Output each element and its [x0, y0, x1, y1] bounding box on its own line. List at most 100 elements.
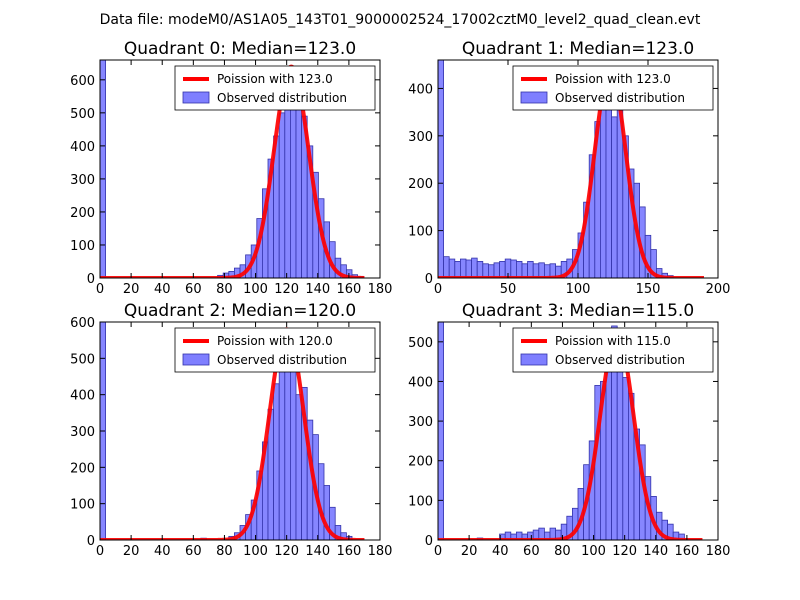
- legend-bar-swatch: [182, 353, 210, 366]
- x-tick-label: 40: [492, 544, 509, 559]
- histogram-bar: [476, 261, 484, 278]
- y-tick-label: 400: [408, 375, 433, 390]
- y-tick-label: 600: [70, 74, 95, 89]
- poisson-curve-line: [100, 64, 366, 278]
- histogram-bar: [650, 249, 657, 278]
- y-tick-label: 100: [70, 498, 95, 513]
- y-tick-label: 0: [425, 534, 433, 549]
- legend-bar-swatch: [520, 91, 548, 104]
- legend: Poission with 115.0 Observed distribution: [512, 327, 714, 373]
- plot-area: [438, 60, 706, 278]
- panel-title: Quadrant 0: Median=123.0: [124, 39, 356, 59]
- x-tick-label: 100: [243, 282, 268, 297]
- x-tick-label: 40: [154, 282, 171, 297]
- y-tick-label: 600: [70, 316, 95, 331]
- y-tick-label: 200: [408, 455, 433, 470]
- histogram-bar: [438, 60, 444, 278]
- x-tick-label: 160: [336, 282, 361, 297]
- legend-label-observed: Observed distribution: [217, 91, 347, 105]
- legend-label-poisson: Poission with 120.0: [217, 334, 333, 348]
- histogram-bar: [295, 394, 302, 540]
- panel-title: Quadrant 3: Median=115.0: [462, 301, 694, 321]
- y-tick-label: 500: [408, 336, 433, 351]
- x-tick-label: 20: [461, 544, 478, 559]
- histogram-bar: [532, 263, 540, 278]
- y-tick-label: 100: [408, 494, 433, 509]
- histogram-bar: [600, 88, 607, 278]
- histogram-bar: [278, 112, 286, 278]
- legend-label-poisson: Poission with 115.0: [555, 334, 671, 348]
- x-tick-label: 60: [185, 544, 202, 559]
- histogram-bar: [516, 261, 523, 278]
- histogram-bar: [499, 261, 506, 278]
- histogram-bar: [521, 263, 528, 278]
- x-tick-label: 160: [674, 544, 699, 559]
- x-tick-label: 0: [434, 544, 442, 559]
- histogram-bar: [284, 105, 291, 278]
- legend-label-poisson: Poission with 123.0: [217, 72, 333, 86]
- y-tick-label: 300: [70, 173, 95, 188]
- axes-frame: [99, 59, 381, 279]
- x-tick-label: 150: [636, 282, 661, 297]
- x-tick-label: 80: [216, 282, 233, 297]
- histogram-bar: [454, 261, 461, 278]
- legend-label-observed: Observed distribution: [217, 353, 347, 367]
- histogram-bar: [493, 262, 500, 278]
- quadrant-0-panel: 0 20 40 60 80 100 120 140 160 180 0 100 200 300 400 500…: [70, 39, 392, 297]
- y-tick-label: 200: [408, 177, 433, 192]
- histogram-bar: [510, 259, 517, 278]
- legend-bar-swatch: [182, 91, 210, 104]
- x-tick-label: 200: [706, 282, 731, 297]
- x-tick-label: 0: [96, 544, 104, 559]
- histogram-bar: [616, 345, 624, 540]
- x-tick-label: 100: [243, 544, 268, 559]
- x-tick-label: 80: [554, 544, 571, 559]
- x-tick-label: 140: [643, 544, 668, 559]
- histogram-bar: [605, 361, 612, 540]
- x-tick-label: 100: [566, 282, 591, 297]
- x-tick-label: 0: [96, 282, 104, 297]
- legend: Poission with 123.0 Observed distribution: [512, 65, 714, 111]
- y-tick-label: 400: [70, 140, 95, 155]
- figure-suptitle: Data file: modeM0/AS1A05_143T01_90000025…: [100, 12, 701, 28]
- x-tick-label: 140: [305, 282, 330, 297]
- histogram-bar: [278, 350, 286, 540]
- x-tick-label: 120: [612, 544, 637, 559]
- plot-area: [438, 322, 704, 540]
- y-tick-label: 0: [87, 534, 95, 549]
- plot-area: [100, 60, 366, 278]
- x-tick-label: 60: [523, 544, 540, 559]
- panel-title: Quadrant 2: Median=120.0: [124, 301, 356, 321]
- y-tick-label: 300: [408, 130, 433, 145]
- x-tick-label: 40: [154, 544, 171, 559]
- histogram-bar: [527, 261, 534, 278]
- quadrant-2-panel: 0 20 40 60 80 100 120 140 160 180 0 100 200 300 400 500…: [70, 301, 392, 559]
- x-tick-label: 180: [368, 544, 393, 559]
- x-tick-label: 0: [434, 282, 442, 297]
- y-tick-label: 400: [70, 389, 95, 404]
- histogram-bar: [100, 60, 106, 278]
- y-tick-label: 100: [408, 225, 433, 240]
- legend-label-observed: Observed distribution: [555, 353, 685, 367]
- y-tick-label: 0: [87, 272, 95, 287]
- y-tick-label: 500: [70, 352, 95, 367]
- histogram-bar: [459, 258, 467, 278]
- legend-bar-swatch: [520, 353, 548, 366]
- y-tick-label: 300: [70, 425, 95, 440]
- legend: Poission with 120.0 Observed distribution: [174, 327, 376, 373]
- poisson-curve-line: [438, 67, 706, 278]
- x-tick-label: 120: [274, 282, 299, 297]
- histogram-bar: [465, 259, 472, 278]
- histogram-bar: [611, 116, 618, 278]
- poisson-curve-line: [100, 327, 366, 540]
- panel-title: Quadrant 1: Median=123.0: [462, 39, 694, 59]
- histogram-bar: [295, 92, 302, 278]
- x-tick-label: 50: [500, 282, 517, 297]
- histogram-bar: [273, 383, 280, 540]
- poisson-curve-line: [438, 331, 704, 540]
- panels: 0 20 40 60 80 100 120 140 160 1800100200300400500…: [70, 39, 730, 559]
- y-tick-label: 100: [70, 239, 95, 254]
- histogram-bar: [443, 256, 450, 278]
- y-tick-label: 200: [70, 206, 95, 221]
